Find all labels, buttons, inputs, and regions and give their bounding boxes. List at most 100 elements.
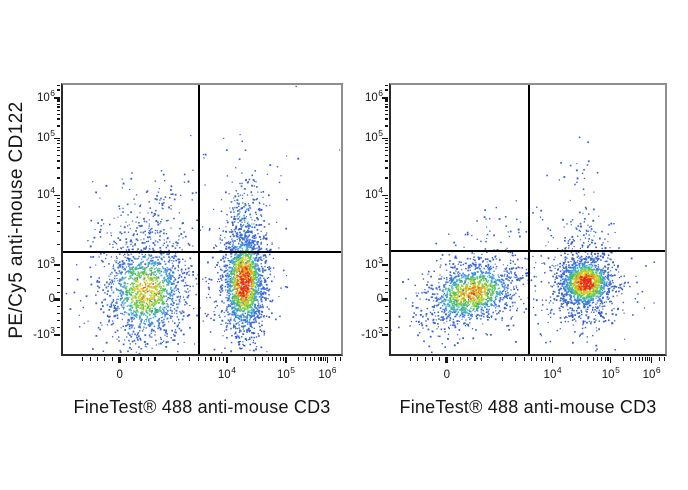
y-axis-tick: [54, 97, 60, 99]
x-axis-minor-tick: [523, 357, 525, 361]
x-axis-minor-tick: [314, 357, 316, 361]
y-axis-minor-tick: [56, 210, 60, 212]
axis-tick-label: 105: [364, 128, 383, 145]
y-axis-minor-tick: [56, 291, 60, 293]
x-axis-minor-tick: [320, 357, 322, 361]
x-axis-minor-tick: [431, 357, 433, 361]
y-axis-minor-tick: [56, 103, 60, 105]
x-axis-minor-tick: [587, 357, 589, 361]
y-axis-minor-tick: [384, 118, 388, 120]
y-axis-minor-tick: [56, 278, 60, 280]
y-axis-minor-tick: [384, 109, 388, 111]
y-axis-minor-tick: [56, 84, 60, 86]
y-axis-minor-tick: [56, 89, 60, 91]
y-axis-minor-tick: [56, 109, 60, 111]
y-axis-tick: [382, 194, 388, 197]
left-quadrant-gate-horizontal-line: [63, 251, 341, 254]
y-axis-minor-tick: [384, 140, 388, 142]
y-axis-minor-tick: [384, 278, 388, 280]
y-axis-minor-tick: [56, 143, 60, 145]
y-axis-minor-tick: [384, 284, 388, 286]
x-axis-minor-tick: [592, 357, 594, 361]
y-axis-minor-tick: [384, 327, 388, 329]
axis-tick-label: 0: [116, 369, 123, 381]
x-axis-minor-tick: [188, 357, 190, 361]
y-axis-minor-tick: [56, 150, 60, 152]
x-axis-minor-tick: [649, 357, 651, 361]
x-axis-tick: [226, 357, 228, 363]
y-axis-minor-tick: [384, 160, 388, 162]
x-axis-minor-tick: [126, 357, 128, 361]
y-axis-minor-tick: [384, 198, 388, 200]
y-axis-minor-tick: [384, 101, 388, 103]
x-axis-tick: [480, 357, 483, 361]
y-axis-minor-tick: [384, 215, 388, 217]
x-axis-minor-tick: [515, 357, 517, 361]
y-axis-minor-tick: [384, 150, 388, 152]
x-axis-minor-tick: [629, 357, 631, 361]
y-axis-minor-tick: [56, 243, 60, 245]
x-axis-minor-tick: [641, 357, 644, 361]
x-axis-minor-tick: [175, 357, 178, 361]
x-axis-tick: [326, 357, 329, 363]
x-axis-minor-tick: [579, 357, 581, 361]
left-quadrant-gate-vertical-line: [197, 85, 200, 354]
x-axis-title-left: FineTest® 488 anti-mouse CD3: [73, 397, 331, 417]
y-axis-minor-tick: [384, 99, 388, 101]
x-axis-minor-tick: [223, 357, 225, 361]
x-axis-minor-tick: [644, 357, 646, 361]
x-axis-tick: [285, 357, 287, 363]
y-axis-minor-tick: [384, 177, 388, 179]
y-axis-minor-tick: [384, 167, 388, 169]
y-axis-minor-tick: [384, 222, 388, 224]
x-axis-minor-tick: [545, 357, 547, 361]
y-axis-minor-tick: [384, 84, 388, 86]
x-axis-tick: [445, 357, 449, 363]
y-axis-minor-tick: [56, 320, 60, 322]
y-axis-minor-tick: [384, 210, 388, 212]
left-scatter-canvas: [62, 84, 342, 355]
y-axis-minor-tick: [56, 140, 60, 142]
x-axis-minor-tick: [530, 357, 532, 361]
x-axis-tick: [154, 357, 156, 361]
right-quadrant-gate-vertical-line: [528, 85, 531, 354]
y-axis-tick: [382, 137, 388, 139]
axis-tick-label: 106: [36, 88, 55, 105]
x-axis-minor-tick: [417, 357, 419, 361]
y-axis-tick: [382, 264, 388, 266]
x-axis-minor-tick: [204, 357, 206, 361]
y-axis-minor-tick: [384, 320, 388, 322]
axis-tick-label: 103: [36, 255, 55, 272]
y-axis-minor-tick: [56, 231, 60, 233]
y-axis-tick: [382, 334, 388, 336]
y-axis-minor-tick: [56, 101, 60, 103]
y-axis-minor-tick: [384, 89, 388, 91]
y-axis-minor-tick: [384, 201, 388, 203]
y-axis-minor-tick: [56, 177, 60, 179]
x-axis-minor-tick: [502, 357, 504, 361]
axis-tick-label: 104: [543, 365, 562, 381]
x-axis-minor-tick: [474, 357, 476, 361]
x-axis-tick: [650, 357, 653, 363]
y-axis-minor-tick: [384, 106, 388, 108]
axis-tick-label: 104: [364, 185, 383, 202]
x-axis-minor-tick: [272, 357, 274, 361]
x-axis-minor-tick: [317, 357, 319, 361]
x-axis-minor-tick: [607, 357, 609, 361]
x-axis-minor-tick: [467, 357, 469, 361]
x-axis-minor-tick: [536, 357, 538, 361]
x-axis-minor-tick: [244, 357, 246, 361]
y-axis-minor-tick: [384, 113, 388, 115]
y-axis-tick: [54, 264, 60, 266]
x-axis-minor-tick: [298, 357, 300, 361]
y-axis-minor-tick: [56, 312, 60, 315]
x-axis-minor-tick: [622, 357, 624, 361]
axis-tick-label: 0: [376, 293, 383, 306]
x-axis-minor-tick: [438, 357, 440, 361]
y-axis-minor-tick: [56, 205, 60, 207]
x-axis-minor-tick: [322, 357, 325, 361]
y-axis-minor-tick: [56, 284, 60, 286]
axis-tick-label: 104: [36, 185, 55, 202]
y-axis-minor-tick: [56, 201, 60, 203]
x-axis-minor-tick: [97, 357, 99, 361]
